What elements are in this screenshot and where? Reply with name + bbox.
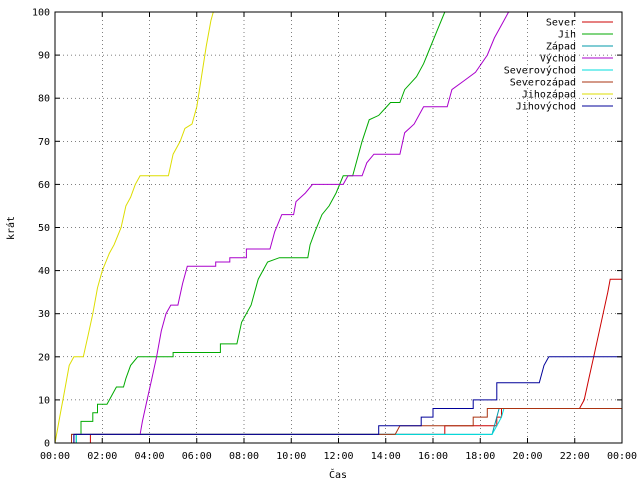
series-line (54, 11, 214, 444)
y-tick-label: 10 (38, 395, 50, 406)
x-tick-label: 16:00 (418, 451, 448, 462)
y-tick-label: 60 (38, 180, 50, 191)
y-tick-label: 50 (38, 223, 50, 234)
legend-label: Severozápad (510, 77, 576, 89)
grid (55, 12, 622, 443)
series-line (55, 356, 622, 444)
legend: SeverJihZápadVýchodSeverovýchodSeverozáp… (504, 18, 613, 113)
x-tick-label: 14:00 (371, 451, 401, 462)
x-tick-label: 06:00 (182, 451, 212, 462)
y-tick-label: 30 (38, 309, 50, 320)
legend-label: Severovýchod (504, 65, 576, 77)
x-tick-label: 00:00 (40, 451, 70, 462)
series-line (55, 408, 622, 444)
legend-label: Jihovýchod (516, 101, 576, 113)
y-tick-label: 40 (38, 266, 50, 277)
legend-label: Sever (546, 18, 576, 29)
y-axis-label: krát (5, 216, 17, 240)
x-tick-label: 00:00 (607, 451, 637, 462)
y-tick-label: 100 (32, 8, 50, 19)
x-tick-label: 12:00 (323, 451, 353, 462)
series-line (55, 11, 510, 444)
y-tick-label: 90 (38, 51, 50, 62)
series-line (55, 278, 622, 444)
legend-label: Jih (558, 30, 576, 41)
x-tick-label: 10:00 (276, 451, 306, 462)
legend-label: Západ (546, 41, 576, 53)
x-tick-label: 22:00 (560, 451, 590, 462)
y-tick-label: 0 (44, 439, 50, 450)
x-axis-label: Čas (329, 468, 347, 480)
x-tick-label: 02:00 (87, 451, 117, 462)
series-line (55, 11, 446, 444)
x-tick-label: 04:00 (134, 451, 164, 462)
y-tick-label: 20 (38, 352, 50, 363)
y-axis-ticks: 0 10 20 30 40 50 60 70 80 90 100 (32, 8, 622, 450)
legend-label: Jihozápad (522, 89, 576, 101)
x-tick-label: 18:00 (465, 451, 495, 462)
x-axis-ticks: 00:00 02:00 04:00 06:00 08:00 10:00 12:00 14:00… (40, 12, 637, 462)
series-line (55, 408, 505, 444)
y-tick-label: 70 (38, 137, 50, 148)
legend-label: Východ (540, 53, 576, 65)
x-tick-label: 08:00 (229, 451, 259, 462)
x-tick-label: 20:00 (512, 451, 542, 462)
y-tick-label: 80 (38, 94, 50, 105)
